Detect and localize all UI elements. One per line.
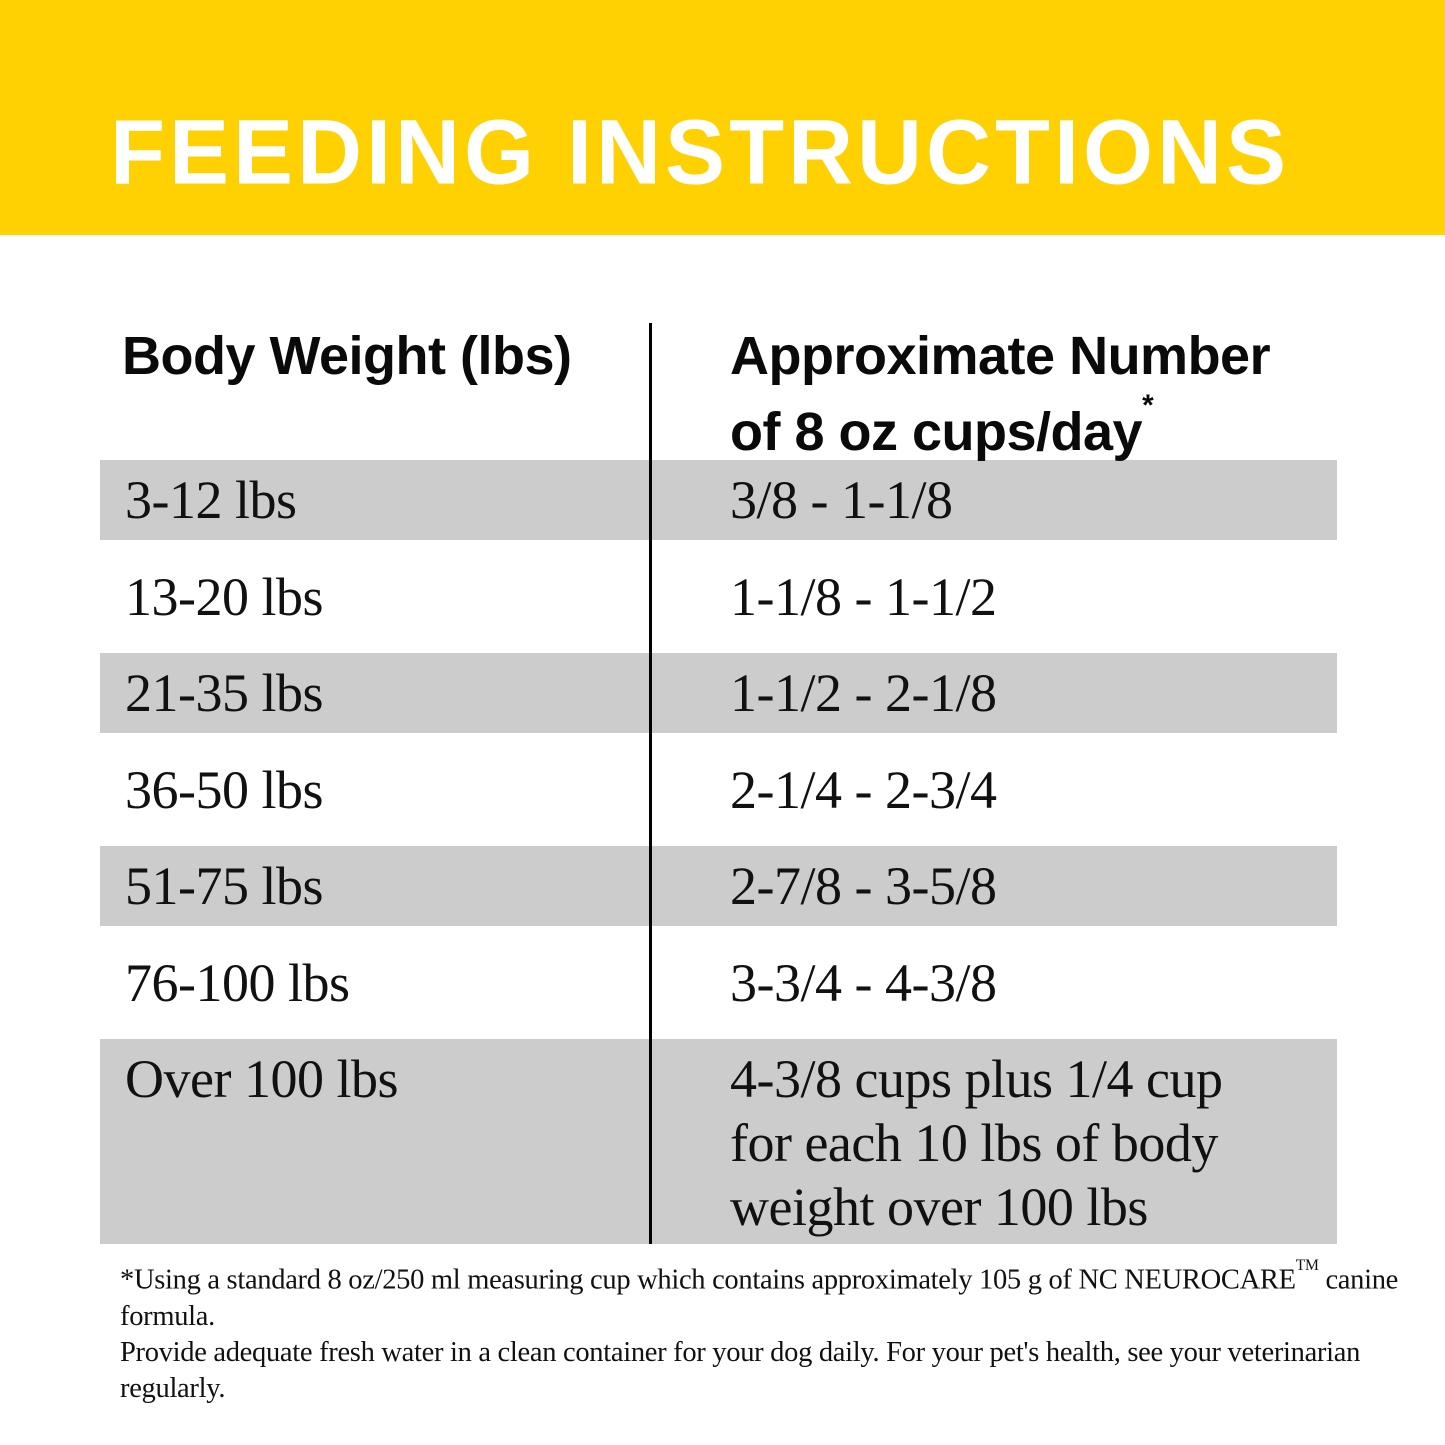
column-header-cups-per-day: Approximate Number of 8 oz cups/day* — [649, 323, 1337, 465]
column-divider-line — [649, 323, 652, 1244]
footnote: *Using a standard 8 oz/250 ml measuring … — [120, 1256, 1420, 1407]
cell-body-weight: Over 100 lbs — [125, 1049, 398, 1109]
table-header-row: Body Weight (lbs) Approximate Number of … — [100, 323, 1337, 462]
footnote-line1-end: canine formula. — [120, 1264, 1399, 1332]
cell-body-weight: 36-50 lbs — [125, 759, 324, 820]
footnote-line1-text: *Using a standard 8 oz/250 ml measuring … — [120, 1264, 1296, 1296]
cell-body-weight: 3-12 lbs — [125, 470, 297, 530]
table-row: Over 100 lbs 4-3/8 cups plus 1/4 cup for… — [100, 1039, 1337, 1244]
feeding-table: Body Weight (lbs) Approximate Number of … — [100, 323, 1337, 1244]
cell-body-weight: 21-35 lbs — [125, 663, 324, 723]
cell-body-weight: 76-100 lbs — [125, 952, 350, 1013]
page-title: FEEDING INSTRUCTIONS — [110, 101, 1291, 204]
trademark-symbol: TM — [1295, 1257, 1319, 1275]
table-row: 51-75 lbs 2-7/8 - 3-5/8 — [100, 846, 1337, 926]
cell-cups-per-day: 2-7/8 - 3-5/8 — [730, 856, 997, 916]
table-row: 36-50 lbs 2-1/4 - 2-3/4 — [100, 733, 1337, 846]
cell-body-weight: 13-20 lbs — [125, 566, 324, 627]
cell-body-weight: 51-75 lbs — [125, 856, 324, 916]
title-banner: FEEDING INSTRUCTIONS — [0, 0, 1445, 235]
table-row: 3-12 lbs 3/8 - 1-1/8 — [100, 460, 1337, 540]
footnote-marker-asterisk: * — [1142, 388, 1154, 422]
cell-cups-per-day: 2-1/4 - 2-3/4 — [730, 759, 997, 820]
cell-cups-per-day: 3-3/4 - 4-3/8 — [730, 952, 997, 1013]
column-header-cups-line2: of 8 oz cups/day — [730, 402, 1143, 462]
cell-cups-per-day: 4-3/8 cups plus 1/4 cup for each 10 lbs … — [730, 1049, 1223, 1237]
cell-cups-per-day: 1-1/2 - 2-1/8 — [730, 663, 997, 723]
cell-cups-per-day: 3/8 - 1-1/8 — [730, 470, 953, 530]
footnote-line2-text: Provide adequate fresh water in a clean … — [120, 1336, 1361, 1404]
column-header-cups-line1: Approximate Number — [730, 326, 1271, 386]
table-row: 13-20 lbs 1-1/8 - 1-1/2 — [100, 540, 1337, 653]
table-row: 21-35 lbs 1-1/2 - 2-1/8 — [100, 653, 1337, 733]
cell-cups-per-day: 1-1/8 - 1-1/2 — [730, 566, 997, 627]
table-row: 76-100 lbs 3-3/4 - 4-3/8 — [100, 926, 1337, 1039]
column-header-body-weight: Body Weight (lbs) — [122, 326, 572, 386]
